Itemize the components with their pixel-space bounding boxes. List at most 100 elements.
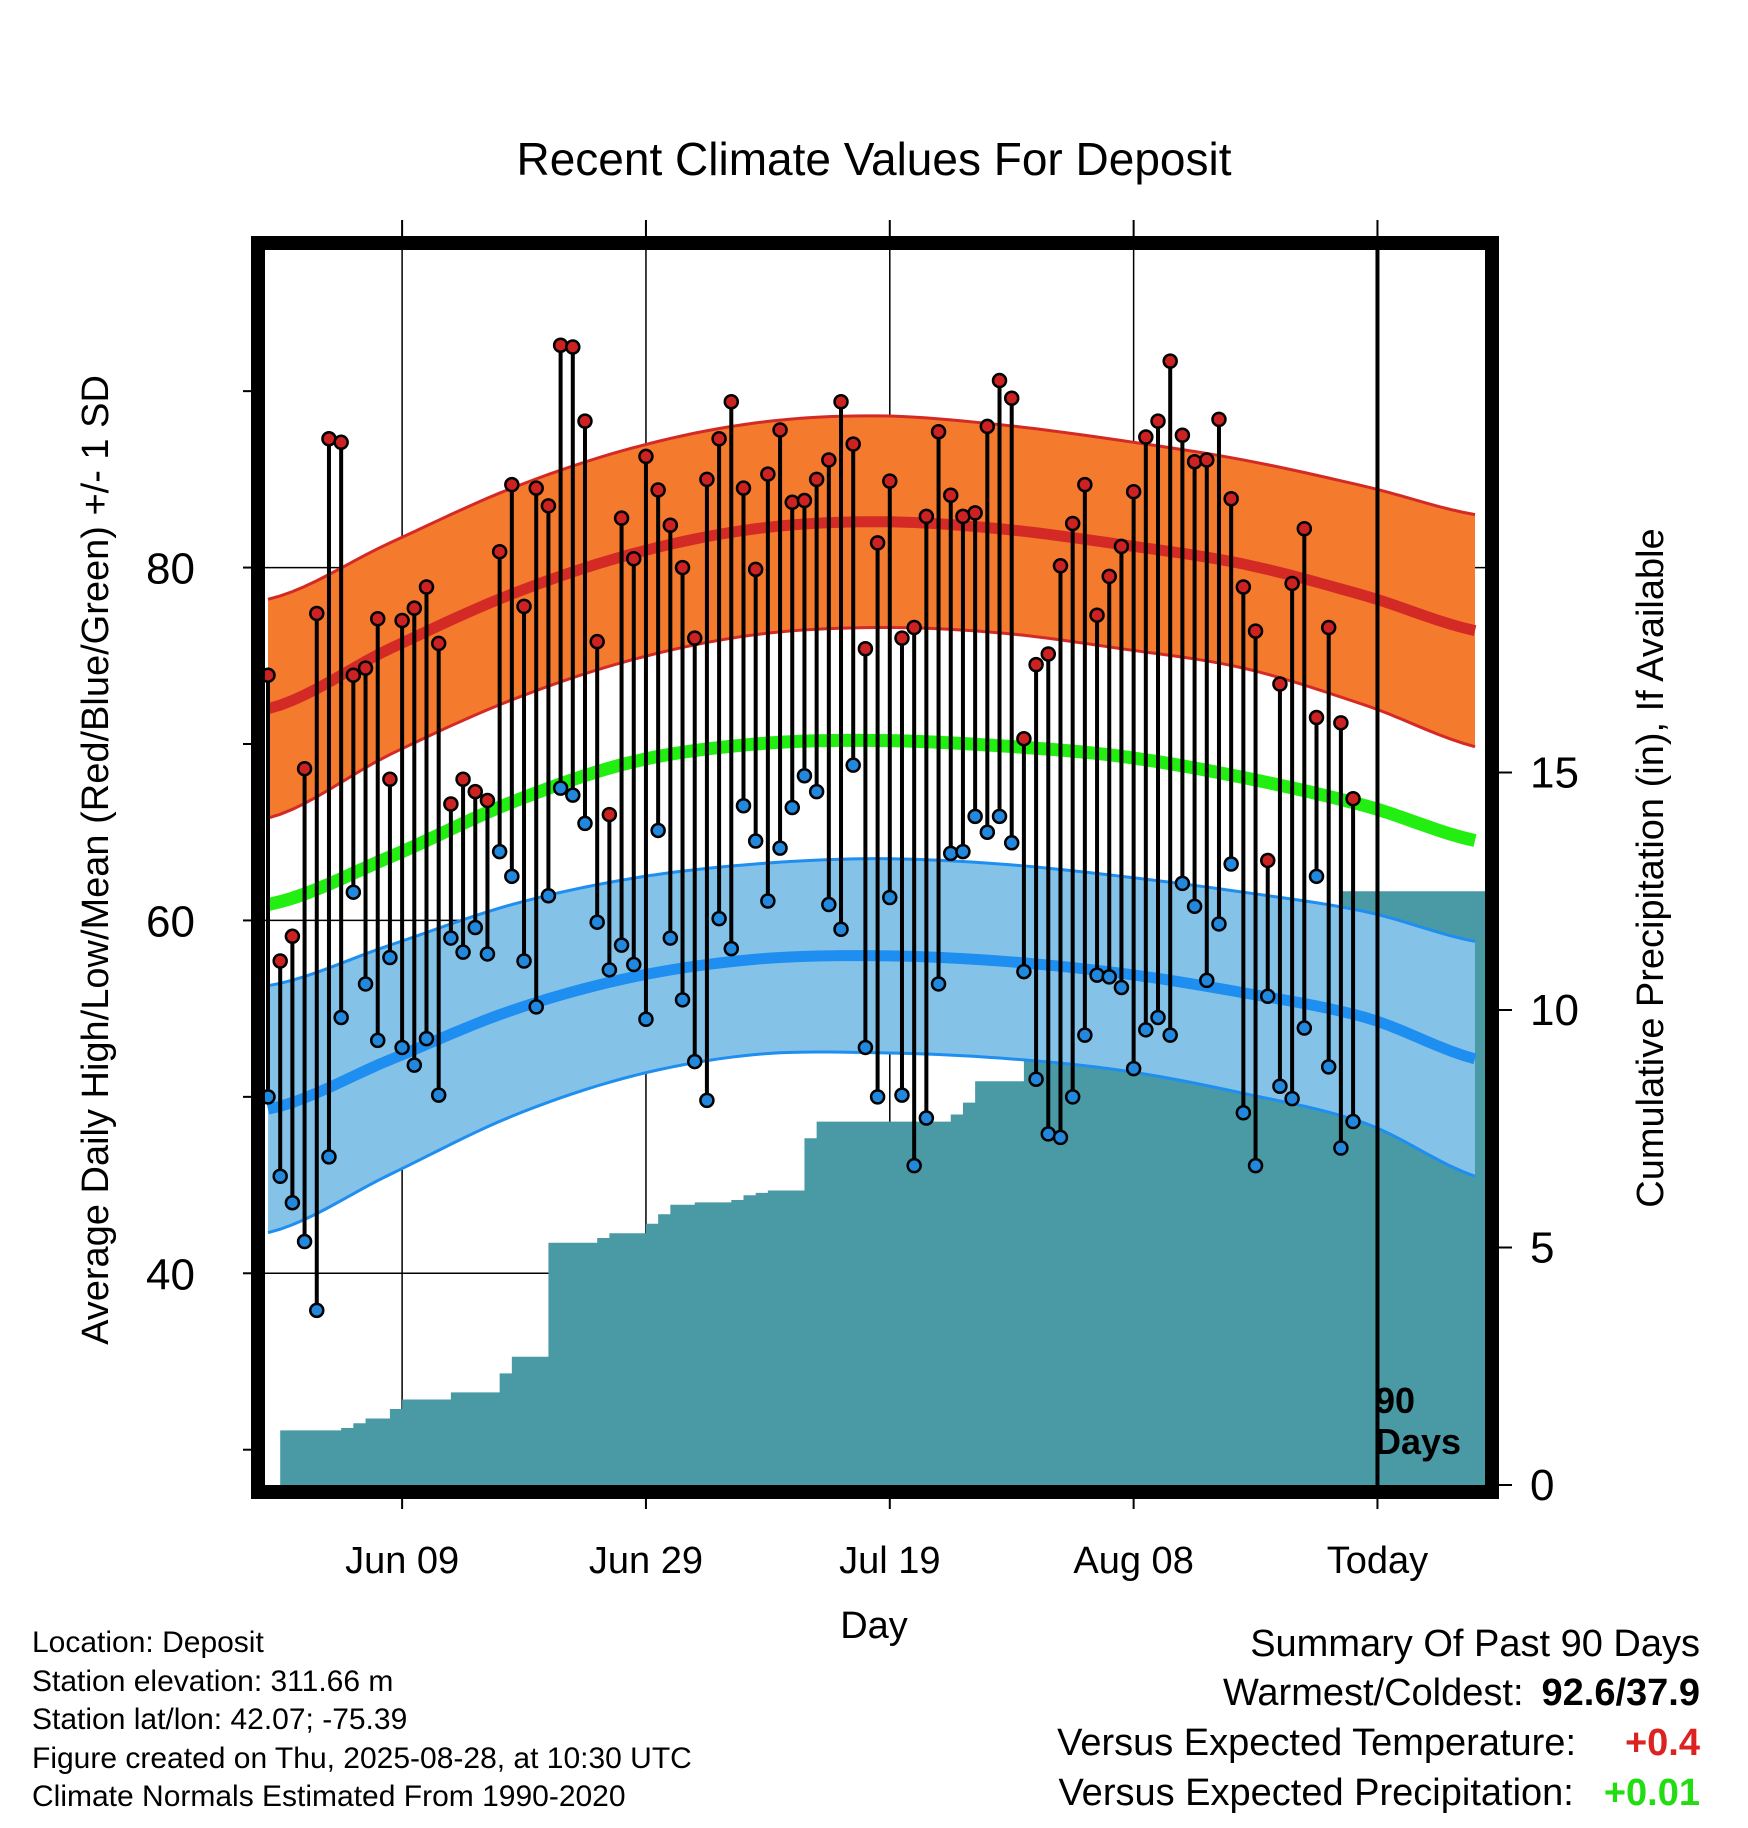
daily-low-point [321,1149,337,1165]
x-tick-label: Jul 19 [839,1540,940,1582]
daily-low-point [272,1168,288,1184]
daily-low-point [369,1032,386,1049]
daily-high-point [1101,568,1117,585]
daily-low-point [808,783,825,800]
daily-high-point [345,667,362,683]
daily-low-point [382,949,398,966]
location-line: Location: Deposit [32,1626,264,1659]
axes-layer: 40 60 80 0 5 10 15 Jun 09 Jun 29 Jul 19 Aug 08 Toda… [146,220,1579,1582]
daily-high-point [991,372,1008,389]
y2-tick-label: 0 [1530,1461,1554,1510]
summary-title: Summary Of Past 90 Days [1250,1623,1700,1665]
daily-high-point [723,393,740,410]
daily-high-point [662,517,679,533]
chart-title: Recent Climate Values For Deposit [517,133,1232,185]
daily-high-point [1186,453,1203,470]
y-tick-label: 60 [146,897,195,946]
daily-points-layer [260,337,1361,1319]
low-band-lower-edge [267,1050,1476,1235]
daily-high-point [1089,607,1105,623]
daily-high-point [760,466,776,482]
daily-high-point [1308,709,1325,726]
high-normal-line [266,516,1477,714]
daily-high-point [1138,429,1154,445]
warmest-coldest-label: Warmest/Coldest: [1222,1672,1524,1714]
daily-low-point [601,962,618,978]
daily-low-point [1077,1027,1093,1043]
daily-low-point [1101,969,1117,985]
daily-high-point [833,393,849,410]
daily-high-point [1077,476,1093,493]
daily-high-point [504,476,520,493]
daily-low-point [1162,1027,1178,1043]
mean-normal-line [266,733,1477,911]
x-axis-label: Day [840,1605,908,1647]
daily-low-point [1223,856,1239,872]
daily-high-point [1272,676,1288,692]
daily-low-point [1016,963,1032,980]
x-tick-label: Jun 29 [589,1540,703,1582]
daily-high-point [1028,656,1044,673]
daily-low-point [333,1009,349,1026]
daily-high-point [1064,515,1081,532]
daily-high-point [406,600,423,616]
daily-high-point [309,605,325,622]
daily-low-point [357,976,374,992]
daily-high-point [418,579,435,595]
daily-high-point [735,480,752,496]
daily-high-point [565,339,581,355]
summary-precip: Versus Expected Precipitation: +0.01 [1057,1768,1700,1818]
daily-high-point [942,487,959,503]
daily-low-point [1003,835,1020,851]
daily-low-point [1211,916,1227,932]
daily-high-point [772,422,788,438]
daily-high-point [333,434,349,451]
daily-high-point [528,480,544,496]
warmest-coldest-value: 92.6/37.9 [1541,1672,1700,1714]
y2-tick-label: 15 [1530,749,1579,798]
today-label-days: Days [1375,1421,1461,1462]
daily-low-point [955,843,971,860]
daily-low-point [296,1233,313,1250]
y2-axis-label: Cumulative Precipitation (in), If Availa… [1630,528,1672,1207]
daily-low-point [747,833,764,849]
daily-high-point [869,535,886,551]
daily-high-point [686,630,703,646]
daily-high-point [284,928,301,945]
daily-high-point [906,619,922,636]
daily-low-point [1247,1157,1264,1174]
daily-high-point [443,796,459,812]
daily-high-point [784,494,801,511]
precip-area [268,891,1485,1485]
daily-low-point [845,757,861,773]
daily-high-point [1211,411,1227,428]
summary-temp: Versus Expected Temperature: +0.4 [1057,1718,1700,1768]
daily-high-point [1333,715,1349,731]
latlon-line: Station lat/lon: 42.07; -75.39 [32,1703,408,1736]
daily-low-point [443,930,459,946]
temp-label: Versus Expected Temperature: [1057,1722,1576,1764]
daily-low-point [906,1157,922,1174]
y-tick-label: 80 [146,545,195,594]
station-info: Location: Deposit Station elevation: 311… [32,1624,692,1817]
daily-high-point [1259,852,1276,869]
daily-low-point [784,799,801,816]
daily-high-point [589,633,605,650]
daily-low-point [1199,972,1215,989]
daily-high-point [1235,579,1252,595]
daily-low-point [577,815,593,832]
created-line: Figure created on Thu, 2025-08-28, at 10… [32,1741,692,1775]
daily-high-point [894,630,910,646]
daily-low-point [833,921,849,937]
daily-low-point [1235,1104,1252,1121]
daily-low-point [1345,1113,1361,1130]
daily-high-point [845,436,861,452]
daily-high-point [918,508,935,525]
daily-high-point [1284,575,1300,592]
daily-low-point [467,919,484,936]
daily-low-point [760,893,776,909]
plot-frame [251,236,1499,1499]
daily-low-point [857,1039,874,1056]
daily-low-point [1296,1020,1313,1036]
